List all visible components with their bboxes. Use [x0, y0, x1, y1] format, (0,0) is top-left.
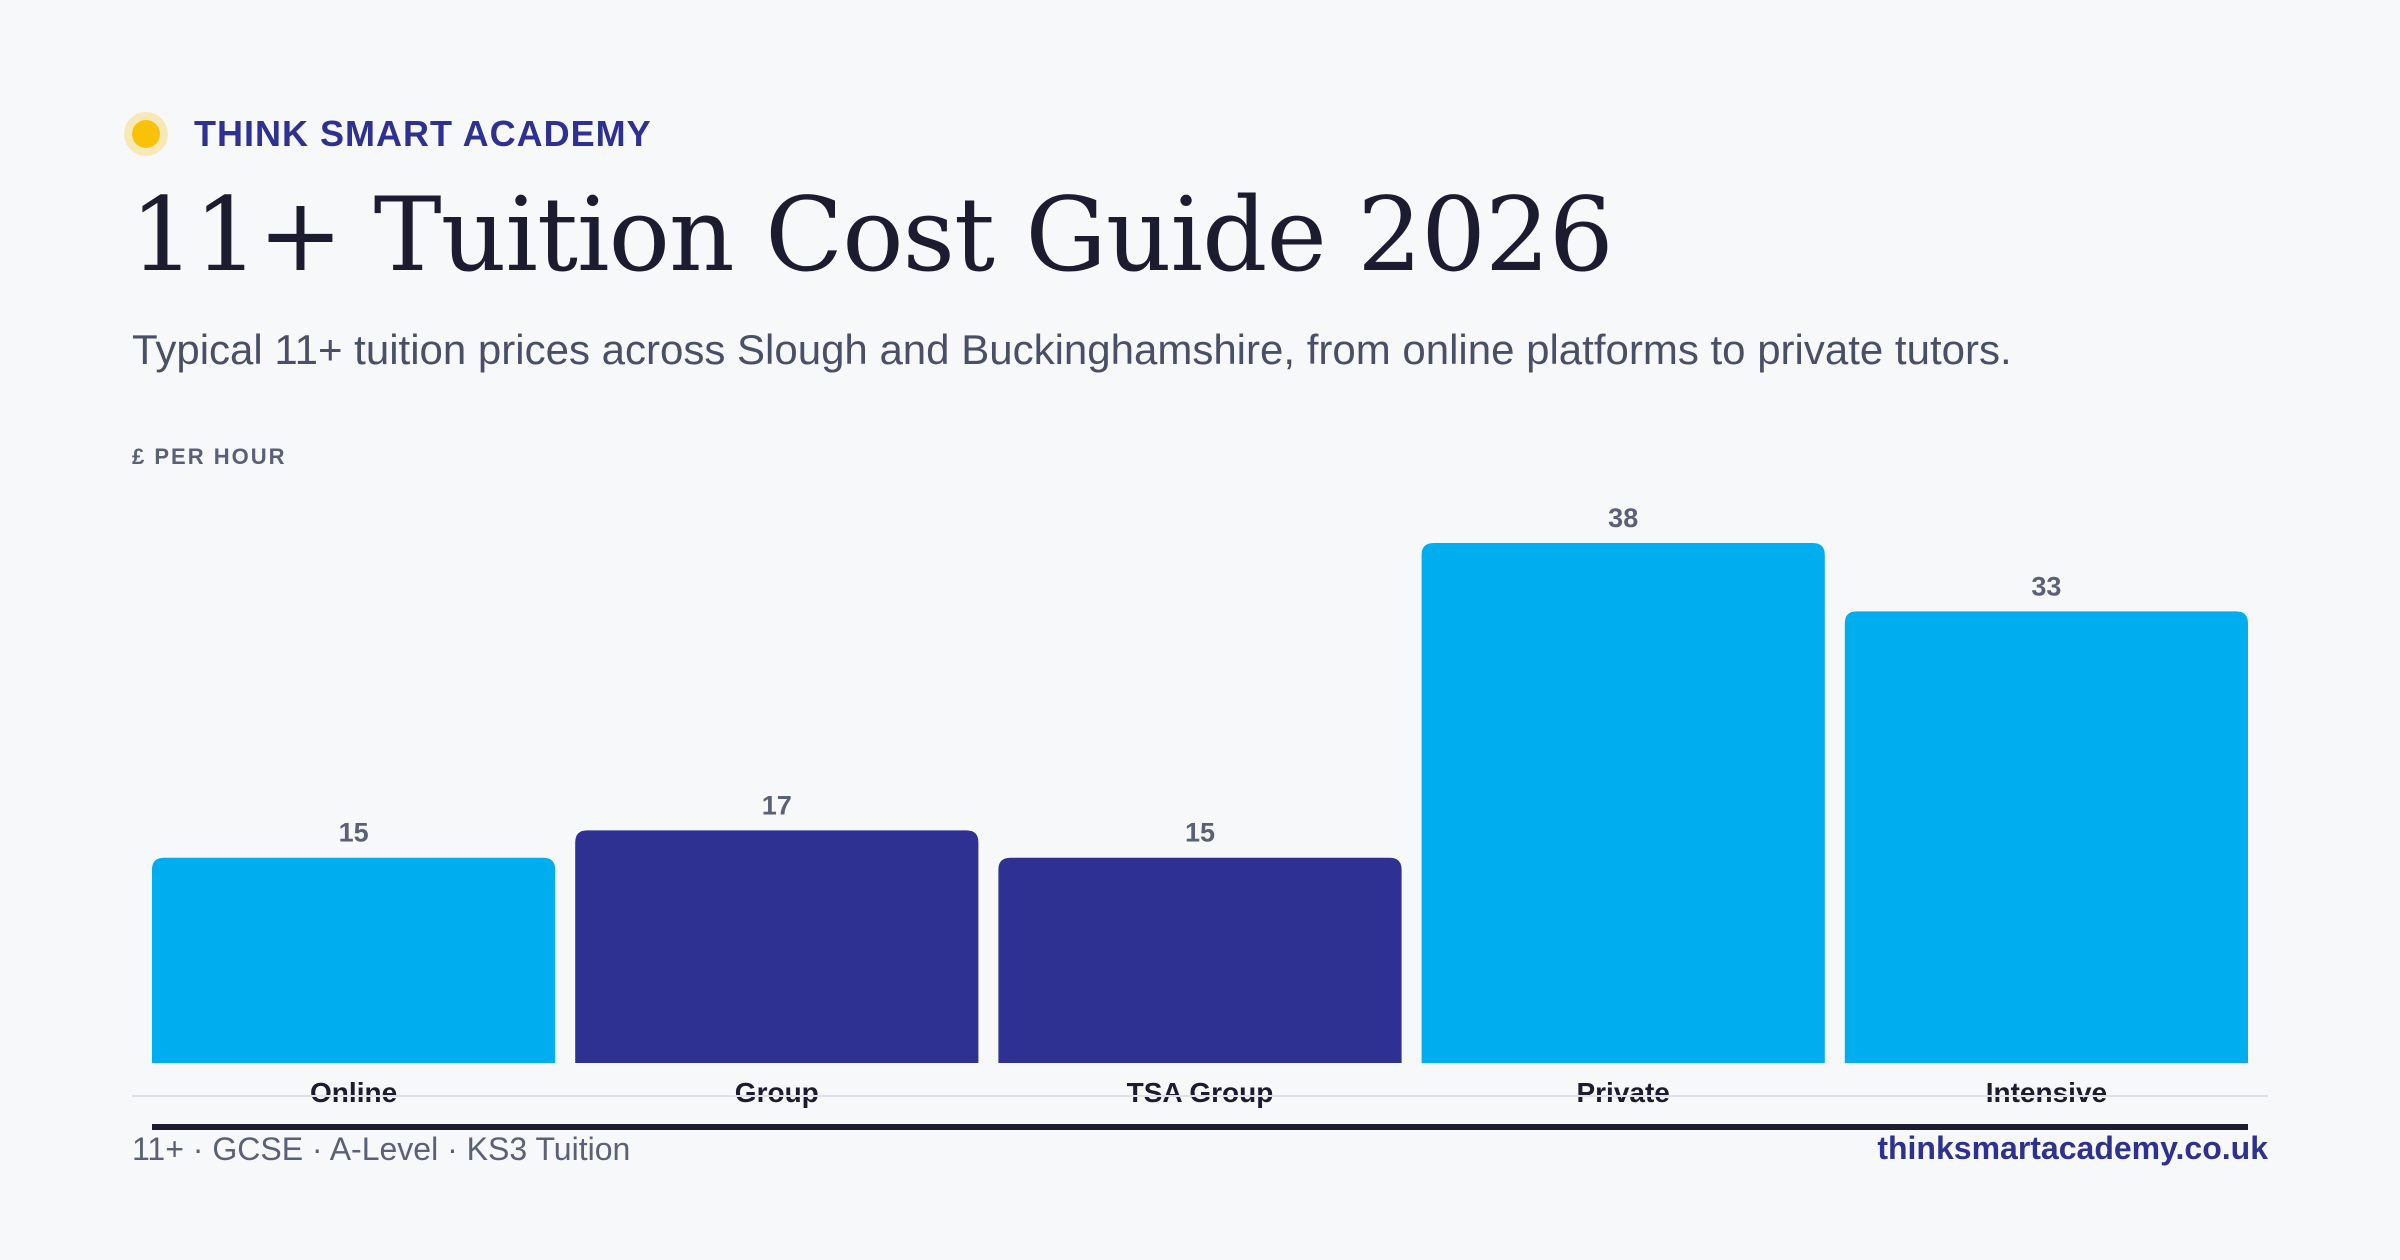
y-axis-label: £ PER HOUR	[132, 444, 287, 469]
bar-online	[152, 857, 556, 1063]
category-label: TSA Group	[1127, 1077, 1274, 1108]
page-title: 11+ Tuition Cost Guide 2026	[130, 176, 1614, 295]
bar-value-label: 15	[1185, 818, 1215, 848]
category-label: Private	[1576, 1077, 1669, 1108]
footer-website-link[interactable]: thinksmartacademy.co.uk	[1877, 1130, 2268, 1166]
bar-value-label: 17	[762, 790, 792, 820]
page-subtitle: Typical 11+ tuition prices across Slough…	[132, 326, 2012, 373]
bar-private	[1421, 543, 1825, 1063]
sun-dot-icon	[132, 120, 160, 148]
bars-group: 15 Online 17 Group 15 TSA Group 38 Private 33 Int…	[152, 503, 2248, 1108]
bar-value-label: 15	[339, 818, 369, 848]
category-label: Intensive	[1986, 1077, 2107, 1108]
category-label: Group	[735, 1077, 819, 1108]
bar-value-label: 38	[1608, 503, 1638, 533]
bar-value-label: 33	[2031, 571, 2061, 601]
brand-name: THINK SMART ACADEMY	[194, 113, 652, 154]
footer-subjects: 11+ · GCSE · A-Level · KS3 Tuition	[132, 1131, 631, 1167]
bar-intensive	[1844, 611, 2248, 1063]
bar-tsa-group	[998, 857, 1402, 1063]
bar-group	[575, 830, 979, 1063]
brand: THINK SMART ACADEMY	[124, 113, 652, 155]
category-label: Online	[310, 1077, 397, 1108]
